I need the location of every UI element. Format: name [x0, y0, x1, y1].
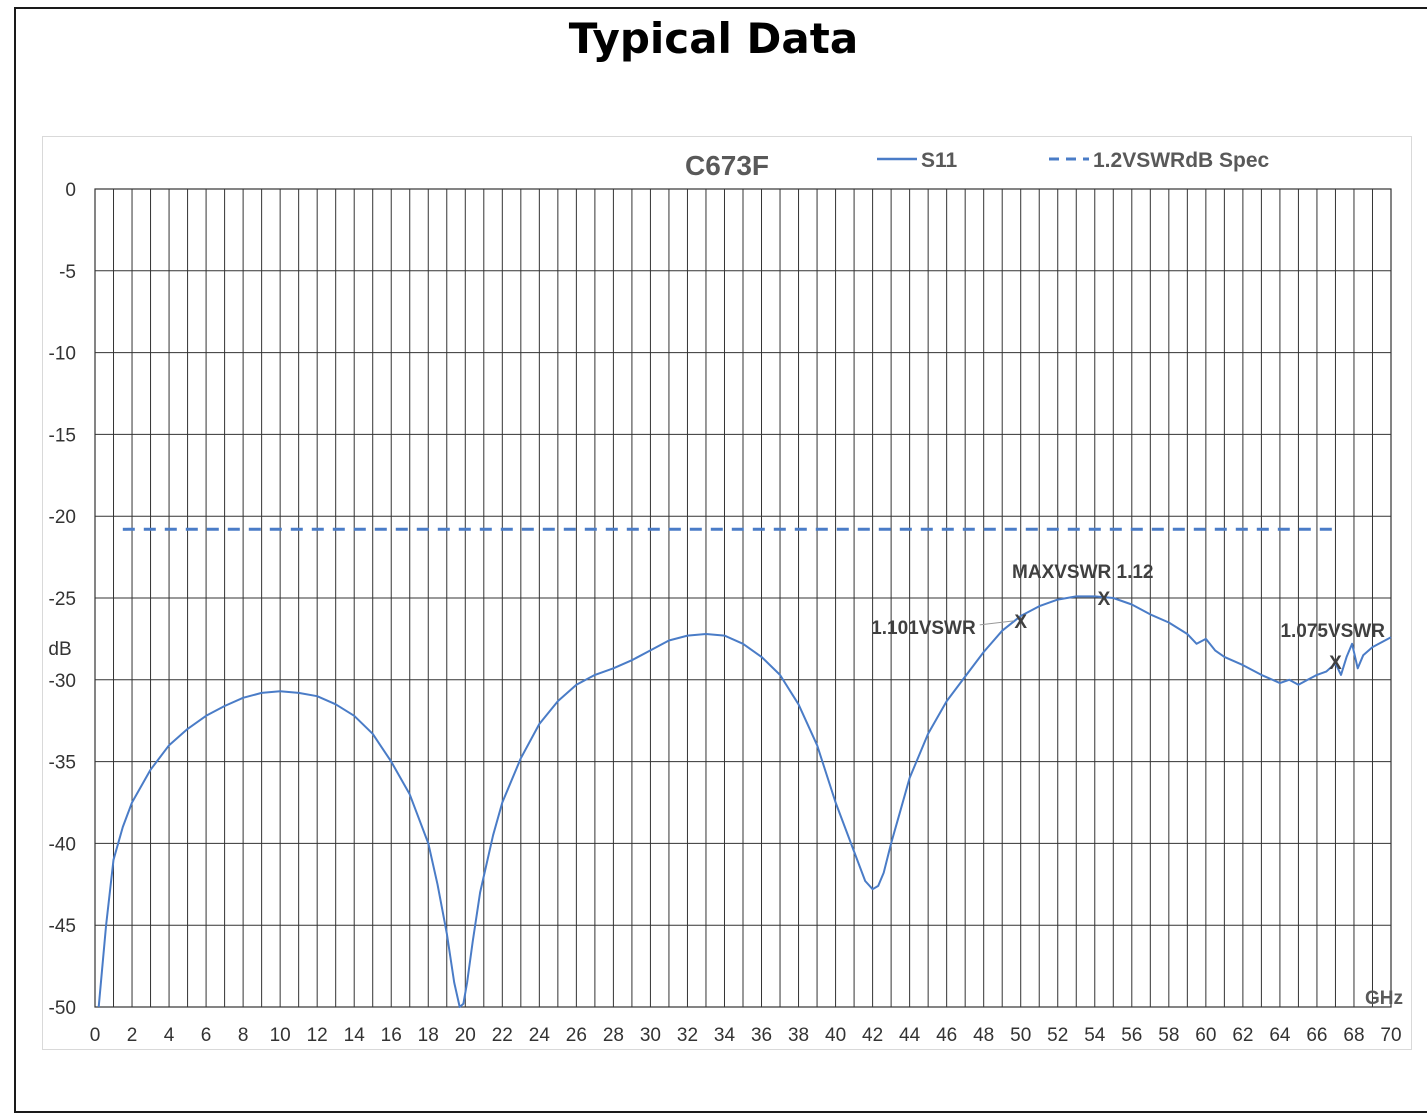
- y-tick-label: -30: [49, 671, 76, 692]
- x-tick-label: 70: [1380, 1025, 1401, 1046]
- annotation-marker: X: [1098, 589, 1111, 610]
- series-lines: [97, 527, 1392, 1008]
- annotation-leader: [979, 620, 1014, 626]
- x-axis-unit-label: GHz: [1365, 988, 1403, 1009]
- x-tick-label: 36: [751, 1025, 772, 1046]
- page-frame: [14, 7, 1427, 1113]
- x-tick-label: 16: [381, 1025, 402, 1046]
- legend-label-s11: S11: [921, 149, 958, 172]
- s11-line: [97, 595, 1392, 1008]
- y-tick-label: -20: [49, 507, 76, 528]
- y-tick-label: -50: [49, 998, 76, 1019]
- x-tick-label: 12: [307, 1025, 328, 1046]
- y-axis-label: dB: [48, 639, 71, 660]
- x-tick-label: 38: [788, 1025, 809, 1046]
- x-tick-label: 24: [529, 1025, 551, 1046]
- x-tick-label: 4: [164, 1025, 175, 1046]
- annotation-label: 1.075VSWR: [1280, 621, 1385, 642]
- x-tick-label: 34: [714, 1025, 736, 1046]
- x-tick-label: 18: [418, 1025, 439, 1046]
- x-tick-label: 20: [455, 1025, 476, 1046]
- y-tick-label: -45: [49, 916, 76, 937]
- annotation-label: MAXVSWR 1.12: [1012, 562, 1153, 583]
- x-tick-label: 6: [201, 1025, 212, 1046]
- x-tick-label: 56: [1121, 1025, 1142, 1046]
- x-tick-label: 32: [677, 1025, 698, 1046]
- x-tick-label: 8: [238, 1025, 249, 1046]
- y-tick-label: -25: [49, 589, 76, 610]
- y-tick-label: -35: [49, 753, 76, 774]
- grid: [94, 188, 1392, 1008]
- x-tick-label: 26: [566, 1025, 587, 1046]
- y-tick-label: -10: [49, 344, 76, 365]
- y-tick-label: -40: [49, 834, 76, 855]
- x-tick-label: 44: [899, 1025, 921, 1046]
- legend-label-spec: 1.2VSWRdB Spec: [1093, 149, 1270, 172]
- x-tick-label: 42: [862, 1025, 883, 1046]
- legend: S11 1.2VSWRdB Spec: [877, 149, 1270, 172]
- x-tick-label: 28: [603, 1025, 624, 1046]
- annotation-label: 1.101VSWR: [871, 618, 976, 639]
- chart-container: 0 -5 -10 -15 -20 -25 -30 -35 -40 -45 -50 0 2 4 6 8 10 12…: [42, 136, 1412, 1050]
- x-tick-label: 22: [492, 1025, 513, 1046]
- x-tick-label: 48: [973, 1025, 994, 1046]
- x-tick-label: 10: [270, 1025, 291, 1046]
- annotation-marker: X: [1329, 653, 1342, 674]
- y-tick-label: 0: [65, 180, 76, 201]
- x-tick-label: 2: [127, 1025, 138, 1046]
- x-tick-label: 52: [1047, 1025, 1068, 1046]
- x-tick-label: 62: [1232, 1025, 1253, 1046]
- x-tick-label: 60: [1195, 1025, 1216, 1046]
- annotation-marker: X: [1014, 612, 1027, 633]
- plot-area-border: [94, 188, 1392, 1008]
- annotations: X MAXVSWR 1.12 X 1.101VSWR X 1.075VSWR: [871, 562, 1385, 674]
- y-tick-label: -15: [49, 425, 76, 446]
- y-tick-labels: 0 -5 -10 -15 -20 -25 -30 -35 -40 -45 -50: [49, 180, 76, 1019]
- x-tick-label: 0: [90, 1025, 101, 1046]
- y-tick-label: -5: [59, 262, 76, 283]
- x-tick-label: 64: [1269, 1025, 1291, 1046]
- x-tick-label: 54: [1084, 1025, 1106, 1046]
- x-tick-label: 46: [936, 1025, 957, 1046]
- x-tick-label: 40: [825, 1025, 846, 1046]
- x-tick-label: 50: [1010, 1025, 1031, 1046]
- chart-title: C673F: [685, 150, 769, 181]
- x-tick-label: 66: [1306, 1025, 1327, 1046]
- x-tick-label: 68: [1343, 1025, 1364, 1046]
- line-chart: 0-5-10-15-20-25-30-35-40-45-50 0 2 4 6 8 10 12…: [48, 149, 1403, 1046]
- x-tick-label: 30: [640, 1025, 661, 1046]
- x-tick-labels: 0 2 4 6 8 10 12 14 16 18 20 22 24 26 28 30 32 34 36 38 40 42 4…: [90, 1025, 1402, 1046]
- x-tick-label: 14: [344, 1025, 366, 1046]
- page-title: Typical Data: [568, 14, 859, 63]
- x-tick-label: 58: [1158, 1025, 1179, 1046]
